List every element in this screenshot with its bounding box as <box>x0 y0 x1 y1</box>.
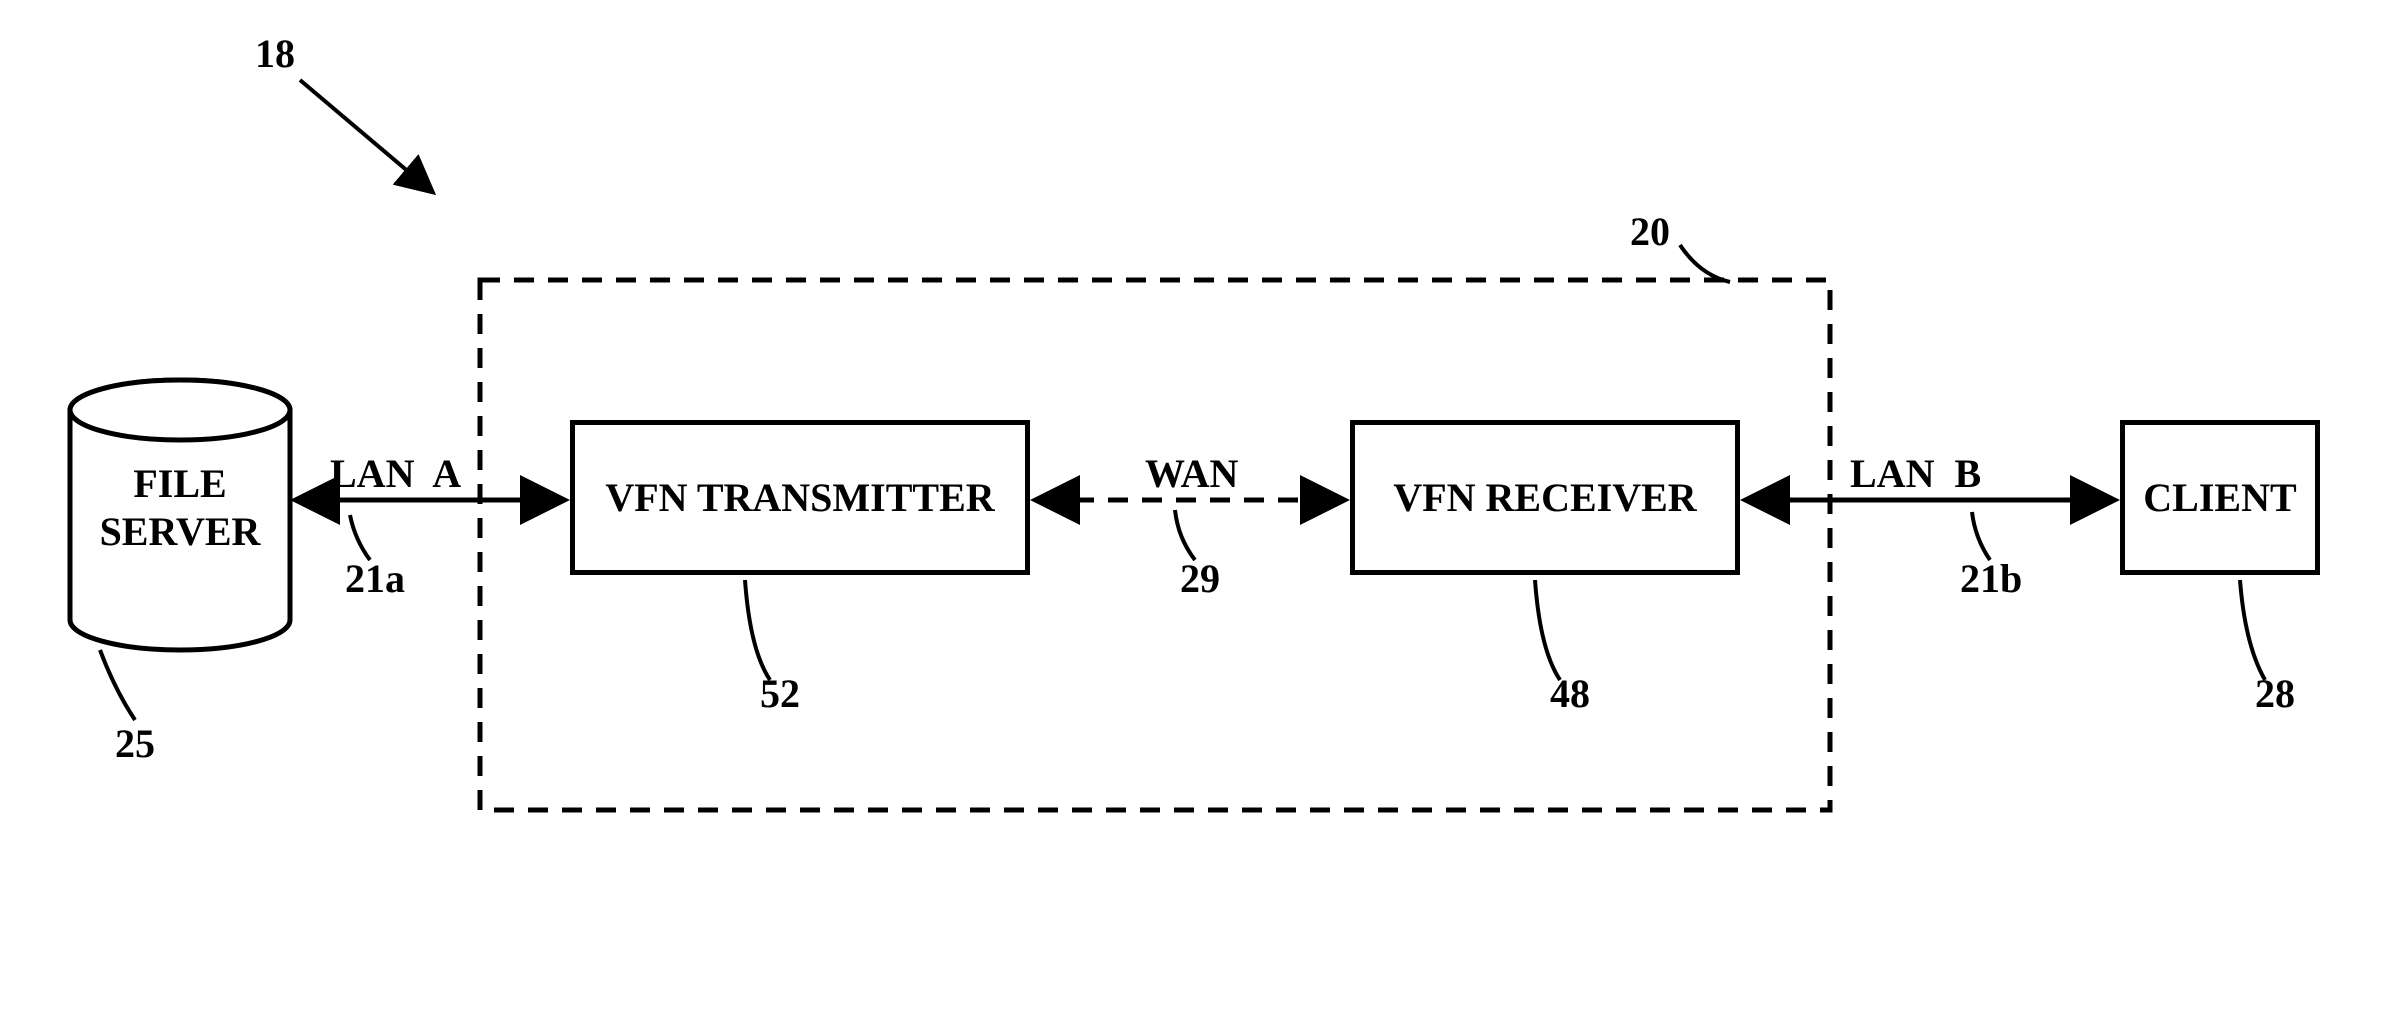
ref-leader-20 <box>1680 245 1730 282</box>
ref-20: 20 <box>1630 208 1670 255</box>
lan-a-label: LAN A <box>330 450 461 497</box>
ref-leader-18 <box>300 80 430 190</box>
ref-leader-48 <box>1535 580 1560 680</box>
ref-28: 28 <box>2255 670 2295 717</box>
ref-21a: 21a <box>345 555 405 602</box>
ref-leader-52 <box>745 580 770 680</box>
vfn-transmitter-box: VFN TRANSMITTER <box>570 420 1030 575</box>
ref-25: 25 <box>115 720 155 767</box>
ref-leader-21b <box>1972 512 1990 560</box>
lan-b-label: LAN B <box>1850 450 1981 497</box>
client-label: CLIENT <box>2143 474 2296 521</box>
ref-52: 52 <box>760 670 800 717</box>
vfn-receiver-box: VFN RECEIVER <box>1350 420 1740 575</box>
ref-21b: 21b <box>1960 555 2022 602</box>
wan-label: WAN <box>1145 450 1238 497</box>
ref-18: 18 <box>255 30 295 77</box>
diagram-canvas <box>0 0 2405 1032</box>
ref-29: 29 <box>1180 555 1220 602</box>
file-server-label: FILE SERVER <box>70 460 290 556</box>
ref-leader-25 <box>100 650 135 720</box>
vfn-transmitter-label: VFN TRANSMITTER <box>605 474 994 521</box>
client-box: CLIENT <box>2120 420 2320 575</box>
ref-48: 48 <box>1550 670 1590 717</box>
ref-leader-29 <box>1175 510 1195 560</box>
ref-leader-28 <box>2240 580 2265 680</box>
vfn-receiver-label: VFN RECEIVER <box>1393 474 1696 521</box>
ref-leader-21a <box>350 515 370 560</box>
